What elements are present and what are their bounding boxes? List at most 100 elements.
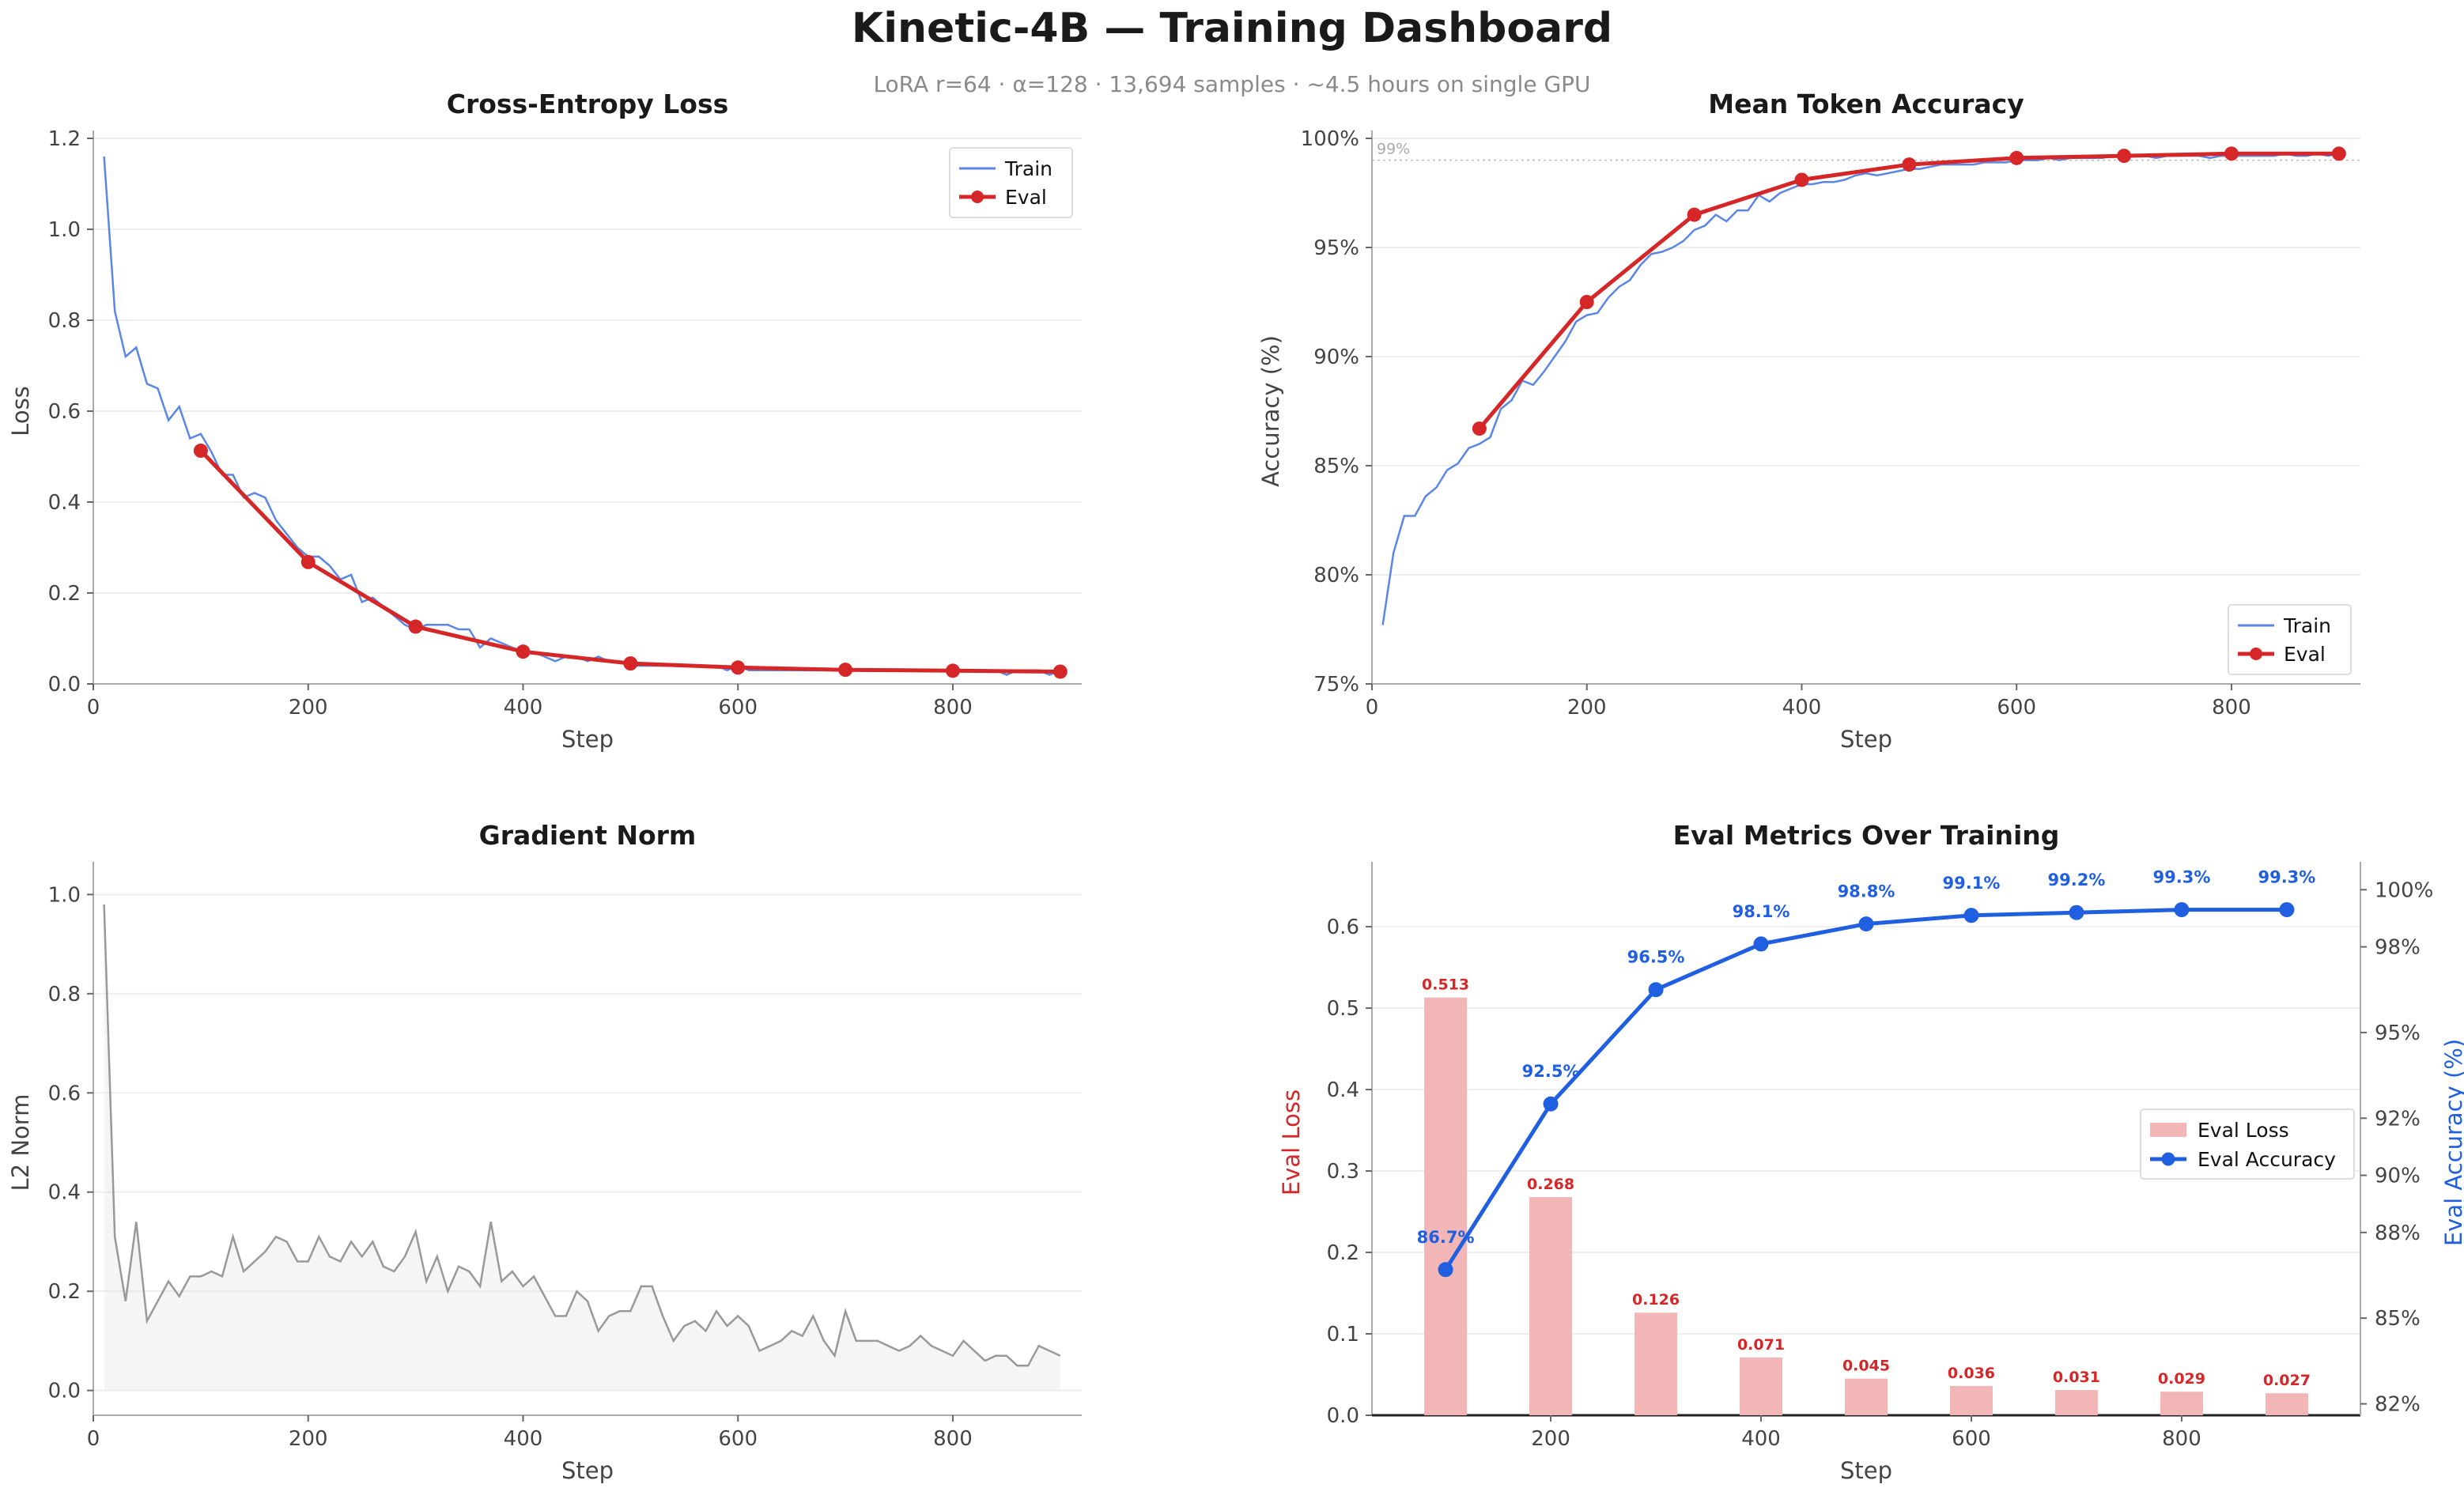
- eval-loss-bar: [1634, 1312, 1678, 1415]
- y-axis-label: Accuracy (%): [1257, 335, 1284, 487]
- eval-accuracy-point: [1794, 172, 1809, 187]
- y-tick-label: 0.2: [1327, 1241, 1359, 1265]
- x-tick-label: 400: [504, 696, 543, 719]
- x-tick-label: 200: [289, 696, 328, 719]
- reference-label: 99%: [1377, 141, 1410, 158]
- y-tick-label: 0.4: [48, 1181, 81, 1205]
- right-y-tick-label: 88%: [2375, 1222, 2421, 1245]
- y-tick-label: 0.3: [1327, 1160, 1359, 1184]
- eval-accuracy-point: [1858, 916, 1874, 932]
- x-tick-label: 200: [1567, 696, 1607, 719]
- x-axis-label: Step: [561, 726, 614, 753]
- eval-accuracy-point: [2331, 146, 2346, 161]
- train-accuracy-line: [1381, 153, 2340, 625]
- eval-loss-point: [516, 644, 531, 659]
- eval-accuracy-point: [1963, 908, 1979, 923]
- train-loss-line: [103, 156, 1061, 676]
- right-y-tick-label: 98%: [2375, 936, 2421, 960]
- right-y-tick-label: 100%: [2375, 878, 2433, 902]
- eval-loss-bar: [1949, 1385, 1993, 1415]
- x-axis-label: Step: [1840, 726, 1892, 753]
- eval-accuracy-point: [1648, 982, 1664, 998]
- y-tick-label: 80%: [1313, 564, 1359, 587]
- y-tick-label: 95%: [1313, 236, 1359, 260]
- y-tick-label: 1.2: [48, 127, 81, 151]
- eval-loss-bar: [2054, 1390, 2098, 1415]
- y-tick-label: 0.4: [1327, 1078, 1359, 1102]
- legend-box: [2140, 1108, 2355, 1180]
- eval-accuracy-label: 86.7%: [1417, 1228, 1475, 1247]
- x-tick-label: 800: [2212, 696, 2251, 719]
- x-tick-label: 400: [1782, 696, 1822, 719]
- eval-loss-point: [945, 663, 960, 678]
- eval-accuracy-label: 98.1%: [1733, 902, 1790, 921]
- legend: Train Eval: [949, 147, 1073, 218]
- y-tick-label: 0.2: [48, 582, 81, 606]
- x-tick-label: 200: [1531, 1427, 1570, 1451]
- grad-norm-line: [103, 904, 1061, 1367]
- chart-title: Eval Metrics Over Training: [1673, 820, 2060, 851]
- eval-accuracy-point: [2224, 146, 2239, 161]
- chart-panel-1: Cross-Entropy Loss 0 200 400 600 800 0.0 0.2 0.4…: [7, 89, 1082, 753]
- x-tick-label: 400: [1741, 1427, 1781, 1451]
- eval-accuracy-point: [1579, 295, 1594, 309]
- right-y-tick-label: 85%: [2375, 1307, 2421, 1331]
- legend-label: Eval Loss: [2198, 1119, 2289, 1142]
- eval-accuracy-label: 92.5%: [1522, 1062, 1580, 1081]
- eval-accuracy-label: 99.1%: [1943, 874, 2001, 893]
- eval-loss-bar: [1529, 1197, 1573, 1415]
- legend: Train Eval: [2228, 604, 2352, 675]
- eval-accuracy-label: 99.2%: [2048, 871, 2106, 889]
- x-tick-label: 800: [933, 696, 973, 719]
- right-y-tick-label: 95%: [2375, 1022, 2421, 1045]
- x-tick-label: 600: [1952, 1427, 1991, 1451]
- eval-loss-point: [300, 554, 316, 569]
- y-tick-label: 0.2: [48, 1280, 81, 1304]
- legend-label: Train: [2283, 614, 2331, 637]
- legend-label: Eval: [2284, 643, 2326, 666]
- y-tick-label: 0.0: [48, 1380, 81, 1403]
- x-tick-label: 400: [504, 1427, 543, 1451]
- x-tick-label: 0: [1366, 696, 1379, 719]
- dashboard-title: Kinetic-4B — Training Dashboard: [851, 5, 1613, 52]
- y-axis-label: Eval Loss: [1278, 1090, 1305, 1195]
- eval-loss-bar: [1740, 1357, 1783, 1415]
- y-axis-label: L2 Norm: [7, 1094, 34, 1192]
- y-tick-label: 0.0: [1327, 1404, 1359, 1428]
- eval-loss-line: [199, 449, 1060, 674]
- eval-accuracy-point: [1438, 1262, 1453, 1278]
- eval-loss-bar-label: 0.027: [2263, 1372, 2311, 1389]
- eval-loss-bar: [2265, 1393, 2308, 1415]
- y-tick-label: 0.6: [1327, 916, 1359, 939]
- eval-loss-bar-label: 0.071: [1737, 1336, 1785, 1354]
- eval-loss-bar: [1845, 1378, 1888, 1415]
- legend: Eval Loss Eval Accuracy: [2140, 1108, 2355, 1180]
- x-tick-label: 600: [718, 1427, 758, 1451]
- chart-panel-2: Mean Token Accuracy 0 200 400 600 800 75% 80% 85…: [1257, 89, 2360, 753]
- y-tick-label: 1.0: [48, 218, 81, 242]
- x-tick-label: 0: [87, 1427, 100, 1451]
- eval-accuracy-point: [1543, 1096, 1559, 1112]
- y-tick-label: 1.0: [48, 883, 81, 907]
- eval-loss-point: [1052, 664, 1068, 679]
- y-tick-label: 0.0: [48, 673, 81, 697]
- eval-accuracy-point: [1753, 936, 1769, 952]
- legend-label: Train: [1004, 157, 1052, 180]
- legend-marker: [971, 191, 984, 203]
- right-y-axis-label: Eval Accuracy (%): [2440, 1039, 2464, 1246]
- chart-title: Gradient Norm: [479, 820, 697, 851]
- y-tick-label: 0.4: [48, 491, 81, 515]
- x-tick-label: 200: [289, 1427, 328, 1451]
- eval-accuracy-point: [1687, 207, 1702, 222]
- right-y-tick-label: 82%: [2375, 1393, 2421, 1417]
- x-tick-label: 600: [718, 696, 758, 719]
- y-tick-label: 0.6: [48, 1082, 81, 1105]
- y-tick-label: 75%: [1313, 673, 1359, 697]
- legend-marker: [2250, 648, 2262, 660]
- right-y-tick-label: 90%: [2375, 1165, 2421, 1188]
- x-tick-label: 800: [933, 1427, 973, 1451]
- eval-loss-bar-label: 0.513: [1422, 976, 1469, 994]
- eval-accuracy-point: [1472, 421, 1487, 436]
- legend-swatch: [2150, 1123, 2186, 1137]
